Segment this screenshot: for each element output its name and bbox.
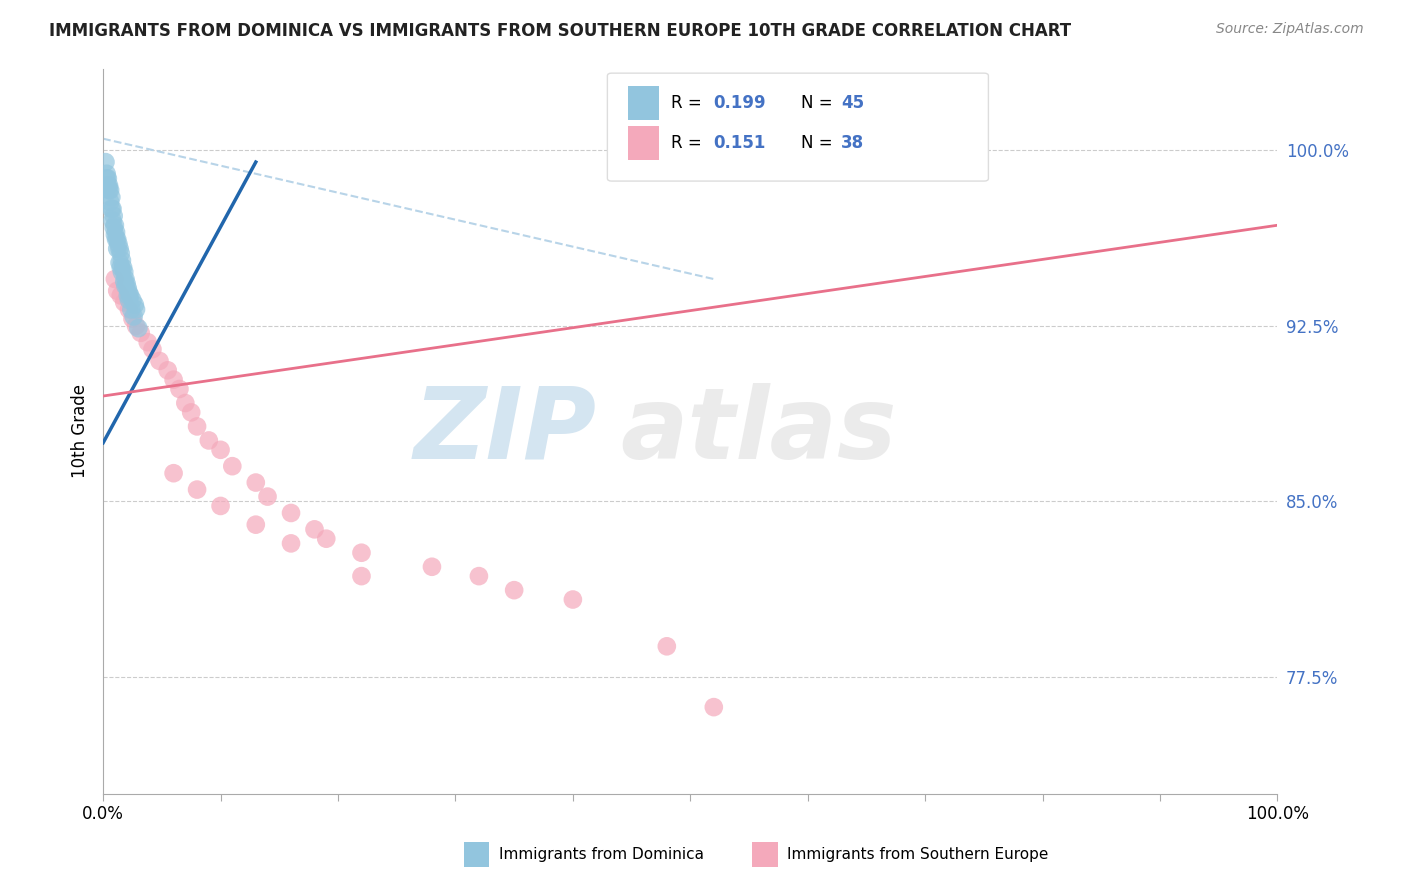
Point (136, 335, 159, 350)
Point (105, 284, 128, 298)
Text: 38: 38 (841, 134, 863, 152)
Point (127, 321, 149, 335)
Point (98, 194, 121, 209)
Point (108, 255, 131, 269)
Point (112, 295, 135, 310)
Text: R =: R = (671, 94, 707, 112)
Point (350, 546, 373, 560)
Point (280, 536, 302, 550)
Point (97, 171, 120, 186)
Point (105, 232, 128, 246)
Point (221, 459, 243, 474)
Point (156, 363, 179, 377)
Y-axis label: 10th Grade: 10th Grade (72, 384, 89, 478)
Point (125, 302, 148, 317)
Point (98, 178, 121, 193)
Point (111, 253, 134, 268)
Point (148, 354, 170, 368)
Point (121, 293, 143, 307)
Point (350, 569, 373, 583)
Point (117, 281, 139, 295)
Text: 0.151: 0.151 (713, 134, 765, 152)
Point (103, 209, 125, 223)
Point (120, 288, 142, 302)
Point (120, 302, 142, 317)
Point (100, 190, 122, 204)
Point (105, 225, 128, 239)
Point (121, 311, 143, 326)
Point (104, 219, 127, 233)
Text: ZIP: ZIP (413, 383, 596, 480)
Text: Immigrants from Southern Europe: Immigrants from Southern Europe (787, 847, 1049, 862)
Text: Source: ZipAtlas.com: Source: ZipAtlas.com (1216, 22, 1364, 37)
Point (117, 288, 139, 302)
Point (100, 202, 122, 216)
Point (101, 213, 124, 227)
Point (186, 483, 208, 497)
Point (96, 171, 118, 186)
Point (118, 293, 141, 307)
Point (503, 583, 526, 598)
Text: N =: N = (801, 134, 838, 152)
Point (105, 242, 128, 256)
Point (245, 517, 267, 532)
Point (112, 265, 135, 279)
Point (162, 373, 184, 387)
Point (420, 559, 443, 574)
Point (245, 475, 267, 490)
Point (112, 260, 135, 275)
Point (198, 434, 221, 448)
Point (209, 442, 232, 457)
Text: 0.199: 0.199 (713, 94, 765, 112)
Point (118, 286, 141, 301)
Point (162, 466, 184, 480)
Point (98, 183, 121, 197)
Point (315, 532, 337, 546)
Point (122, 310, 145, 324)
Point (107, 236, 129, 251)
Point (94, 155, 117, 169)
Point (97, 178, 120, 193)
Point (104, 272, 127, 286)
Point (96, 167, 118, 181)
Point (112, 274, 135, 288)
Text: 45: 45 (841, 94, 863, 112)
Point (468, 569, 491, 583)
Point (118, 302, 141, 317)
Point (124, 298, 146, 312)
Point (703, 700, 725, 714)
Text: Immigrants from Dominica: Immigrants from Dominica (499, 847, 704, 862)
Point (280, 506, 302, 520)
Point (186, 419, 208, 434)
Text: IMMIGRANTS FROM DOMINICA VS IMMIGRANTS FROM SOUTHERN EUROPE 10TH GRADE CORRELATI: IMMIGRANTS FROM DOMINICA VS IMMIGRANTS F… (49, 22, 1071, 40)
Point (655, 640, 678, 654)
Point (110, 288, 132, 302)
Point (209, 499, 232, 513)
Point (114, 279, 136, 293)
Text: R =: R = (671, 134, 707, 152)
Point (114, 272, 136, 286)
Text: atlas: atlas (620, 383, 897, 480)
Text: N =: N = (801, 94, 838, 112)
Point (105, 232, 128, 246)
Point (180, 405, 202, 419)
Point (108, 242, 131, 256)
Point (111, 265, 134, 279)
Point (110, 246, 132, 260)
Point (103, 220, 125, 235)
Point (104, 227, 127, 242)
Point (115, 277, 138, 291)
Point (129, 326, 152, 340)
Point (141, 343, 163, 357)
Point (98, 183, 121, 197)
Point (169, 382, 191, 396)
Point (174, 396, 197, 410)
Point (561, 592, 583, 607)
Point (256, 490, 278, 504)
Point (110, 260, 132, 275)
Point (125, 318, 148, 333)
Point (304, 522, 326, 536)
Point (101, 202, 124, 216)
